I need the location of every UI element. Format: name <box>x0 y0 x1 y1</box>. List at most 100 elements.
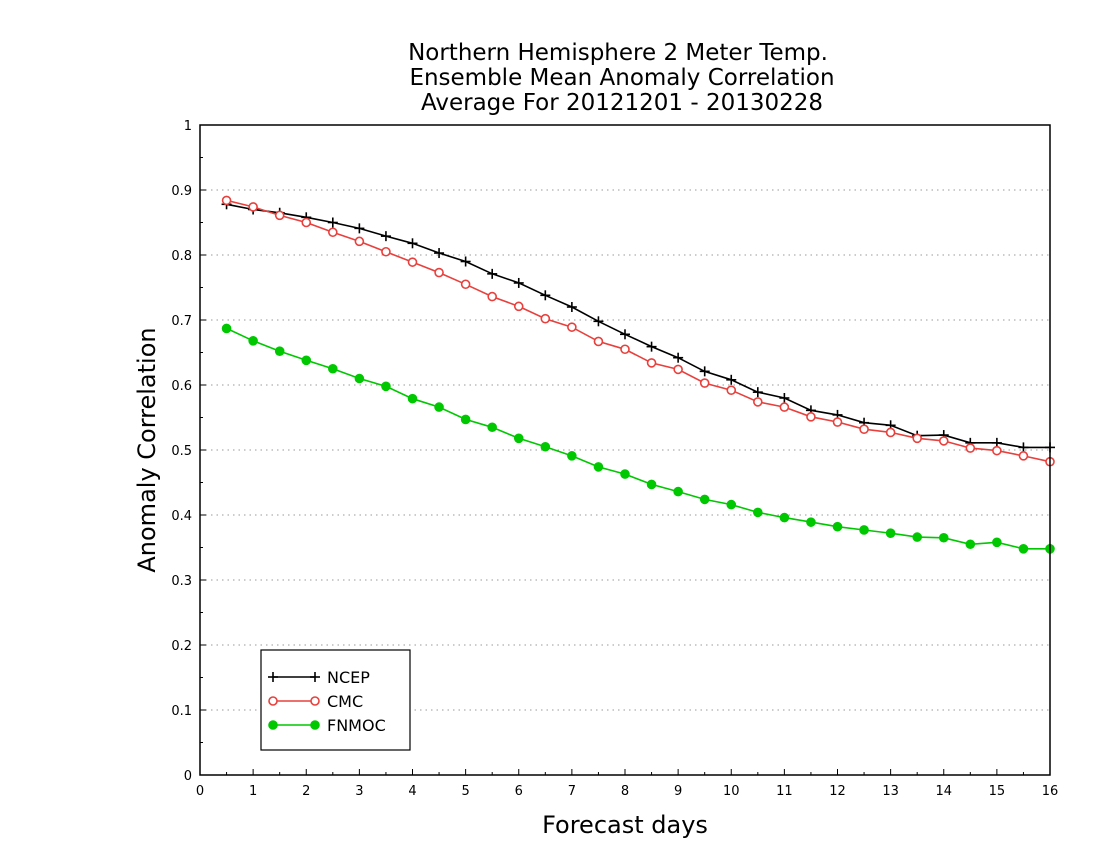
point-marker-open-circle <box>673 364 683 375</box>
point-marker-open-circle <box>832 417 843 427</box>
x-tick-label: 15 <box>989 784 1006 799</box>
x-tick-label: 4 <box>408 784 416 799</box>
point-marker-open-circle <box>328 227 338 238</box>
point-marker-open-circle <box>593 336 604 347</box>
point-marker-filled-circle <box>268 720 278 730</box>
point-marker-filled-circle <box>699 494 710 505</box>
point-marker-open-circle <box>407 257 418 267</box>
point-marker-plus <box>673 352 684 363</box>
y-tick-label: 0 <box>184 769 192 784</box>
series-fnmoc <box>221 323 1055 554</box>
point-marker-open-circle <box>620 344 630 355</box>
point-marker-filled-circle <box>965 539 976 550</box>
point-marker-open-circle <box>460 279 471 290</box>
y-tick-label: 0.6 <box>171 379 192 394</box>
point-marker-plus <box>752 387 763 398</box>
point-marker-filled-circle <box>274 346 285 357</box>
point-marker-plus <box>566 302 577 312</box>
point-marker-filled-circle <box>513 433 524 444</box>
point-marker-filled-circle <box>726 499 737 510</box>
point-marker-filled-circle <box>540 441 551 452</box>
point-marker-open-circle <box>268 696 278 706</box>
point-marker-filled-circle <box>328 363 338 374</box>
y-tick-label: 0.2 <box>171 639 192 654</box>
y-tick-label: 0.4 <box>171 509 192 524</box>
x-tick-label: 5 <box>461 784 469 799</box>
point-marker-open-circle <box>354 236 365 247</box>
point-marker-open-circle <box>753 397 763 407</box>
point-marker-plus <box>1018 442 1029 453</box>
legend-item-ncep: NCEP <box>268 668 370 687</box>
y-tick-label: 0.3 <box>171 574 192 589</box>
point-marker-open-circle <box>965 443 976 453</box>
point-marker-filled-circle <box>593 462 604 472</box>
series-ncep <box>221 199 1055 453</box>
point-marker-open-circle <box>992 445 1002 456</box>
point-marker-filled-circle <box>407 393 418 404</box>
x-tick-label: 1 <box>249 784 257 799</box>
point-marker-open-circle <box>540 313 551 324</box>
point-marker-filled-circle <box>567 451 577 461</box>
title-line-2: Ensemble Mean Anomaly Correlation <box>409 65 834 91</box>
y-tick-label: 0.5 <box>171 444 192 459</box>
x-tick-label: 3 <box>355 784 363 799</box>
point-marker-filled-circle <box>354 373 365 384</box>
x-tick-label: 0 <box>196 784 204 799</box>
point-marker-filled-circle <box>301 355 312 366</box>
point-marker-filled-circle <box>912 532 922 542</box>
point-marker-open-circle <box>726 385 737 396</box>
point-marker-filled-circle <box>859 525 869 535</box>
point-marker-open-circle <box>248 202 258 212</box>
point-marker-open-circle <box>434 267 444 278</box>
x-tick-label: 13 <box>882 784 899 799</box>
point-marker-filled-circle <box>779 512 790 523</box>
legend-label-fnmoc: FNMOC <box>327 716 386 735</box>
point-marker-open-circle <box>938 436 949 446</box>
point-marker-open-circle <box>912 433 922 444</box>
y-tick-label: 0.1 <box>171 704 192 719</box>
point-marker-open-circle <box>699 378 710 388</box>
point-marker-plus <box>327 217 338 228</box>
x-tick-label: 12 <box>829 784 846 799</box>
point-marker-filled-circle <box>248 336 258 346</box>
y-axis-label: Anomaly Correlation <box>133 327 161 572</box>
point-marker-filled-circle <box>938 532 949 543</box>
x-tick-label: 2 <box>302 784 310 799</box>
x-tick-label: 14 <box>935 784 952 799</box>
x-tick-label: 6 <box>515 784 523 799</box>
point-marker-open-circle <box>221 195 232 206</box>
point-marker-filled-circle <box>221 323 232 334</box>
point-marker-open-circle <box>487 291 497 302</box>
x-axis-label: Forecast days <box>542 811 708 839</box>
point-marker-plus <box>620 329 630 340</box>
legend-item-fnmoc: FNMOC <box>268 716 386 735</box>
legend-item-cmc: CMC <box>268 692 363 711</box>
legend-label-cmc: CMC <box>327 692 363 711</box>
point-marker-filled-circle <box>992 537 1002 548</box>
y-tick-label: 0.8 <box>171 249 192 264</box>
legend-box <box>260 649 411 751</box>
point-marker-filled-circle <box>673 486 683 497</box>
axis-ticks: 00.10.20.30.40.50.60.70.80.910 1 2 3 4 5 6 7 8 9 1… <box>171 119 1058 799</box>
point-marker-filled-circle <box>885 528 896 539</box>
point-marker-open-circle <box>567 322 577 332</box>
point-marker-open-circle <box>513 301 524 312</box>
legend: NCEP CMC FNMOC <box>260 649 411 751</box>
point-marker-filled-circle <box>310 720 320 730</box>
point-marker-filled-circle <box>460 414 471 425</box>
point-marker-plus <box>779 393 790 403</box>
point-marker-plus <box>646 341 657 352</box>
point-marker-filled-circle <box>1018 544 1029 554</box>
point-marker-open-circle <box>885 427 896 438</box>
point-marker-filled-circle <box>806 517 816 527</box>
point-marker-plus <box>310 672 320 682</box>
point-marker-open-circle <box>779 402 790 412</box>
x-tick-label: 9 <box>674 784 682 799</box>
point-marker-plus <box>268 672 278 682</box>
point-marker-plus <box>460 256 471 267</box>
title-line-3: Average For 20121201 - 20130228 <box>421 90 823 116</box>
point-marker-open-circle <box>274 210 285 221</box>
chart-title: Northern Hemisphere 2 Meter Temp. Ensemb… <box>408 40 834 116</box>
point-marker-filled-circle <box>753 507 763 518</box>
point-marker-plus <box>540 290 551 301</box>
